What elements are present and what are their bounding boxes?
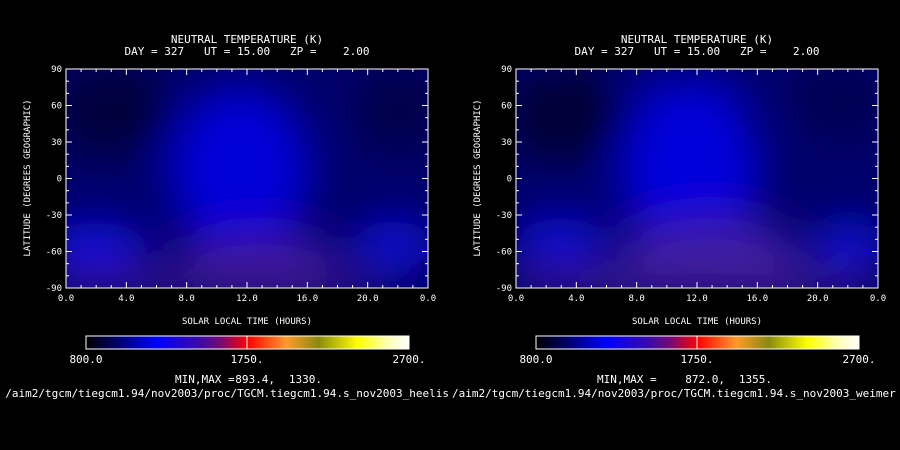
heatmap-field bbox=[66, 69, 428, 288]
x-tick-label: 0.0 bbox=[508, 294, 524, 304]
chart-subtitle: DAY = 327 UT = 15.00 ZP = 2.00 bbox=[574, 45, 819, 58]
x-tick-label: 0.0 bbox=[870, 294, 886, 304]
file-path: /aim2/tgcm/tiegcm1.94/nov2003/proc/TGCM.… bbox=[5, 387, 449, 400]
max-value: 1330. bbox=[289, 373, 322, 386]
colorbar-min-label: 800.0 bbox=[69, 353, 102, 366]
y-axis-label: LATITUDE (DEGREES GEOGRAPHIC) bbox=[23, 99, 33, 256]
y-tick-label: 90 bbox=[51, 65, 62, 75]
max-value: 1355. bbox=[739, 373, 772, 386]
x-ticks: 0.0 4.0 8.0 12.0 16.0 20.0 0.0 bbox=[58, 69, 436, 304]
y-tick-label: 60 bbox=[501, 102, 512, 112]
y-tick-label: -60 bbox=[46, 248, 62, 258]
y-tick-label: -90 bbox=[496, 284, 512, 294]
panel-right: NEUTRAL TEMPERATURE (K) DAY = 327 UT = 1… bbox=[452, 33, 896, 400]
colorbar-max-label: 2700. bbox=[392, 353, 425, 366]
x-tick-label: 16.0 bbox=[296, 294, 318, 304]
y-tick-label: 30 bbox=[501, 138, 512, 148]
heatmap-field bbox=[516, 69, 878, 288]
x-tick-label: 4.0 bbox=[118, 294, 134, 304]
panel-left: NEUTRAL TEMPERATURE (K) DAY = 327 UT = 1… bbox=[5, 33, 449, 400]
chart-subtitle: DAY = 327 UT = 15.00 ZP = 2.00 bbox=[124, 45, 369, 58]
colorbar-min-label: 800.0 bbox=[519, 353, 552, 366]
x-tick-label: 12.0 bbox=[686, 294, 708, 304]
x-tick-label: 20.0 bbox=[357, 294, 379, 304]
colorbar-mid-label: 1750. bbox=[230, 353, 263, 366]
x-tick-label: 4.0 bbox=[568, 294, 584, 304]
y-tick-label: 60 bbox=[51, 102, 62, 112]
y-ticks: -90 -60 -30 0 30 60 90 bbox=[46, 65, 428, 294]
colorbar-mid-label: 1750. bbox=[680, 353, 713, 366]
y-tick-label: 0 bbox=[507, 175, 512, 185]
x-axis-label: SOLAR LOCAL TIME (HOURS) bbox=[632, 317, 762, 327]
y-tick-label: -30 bbox=[46, 211, 62, 221]
y-ticks: -90 -60 -30 0 30 60 90 bbox=[496, 65, 878, 294]
y-tick-label: 90 bbox=[501, 65, 512, 75]
x-ticks: 0.0 4.0 8.0 12.0 16.0 20.0 0.0 bbox=[508, 69, 886, 304]
chart-title: NEUTRAL TEMPERATURE (K) bbox=[171, 33, 323, 46]
y-axis-label: LATITUDE (DEGREES GEOGRAPHIC) bbox=[473, 99, 483, 256]
y-tick-label: -30 bbox=[496, 211, 512, 221]
min-value: 893.4, bbox=[235, 373, 275, 386]
chart-title: NEUTRAL TEMPERATURE (K) bbox=[621, 33, 773, 46]
min-value: 872.0, bbox=[685, 373, 725, 386]
x-tick-label: 0.0 bbox=[58, 294, 74, 304]
file-path: /aim2/tgcm/tiegcm1.94/nov2003/proc/TGCM.… bbox=[452, 387, 896, 400]
min-max-label: MIN,MAX = bbox=[175, 373, 235, 386]
x-tick-label: 16.0 bbox=[746, 294, 768, 304]
y-tick-label: 0 bbox=[57, 175, 62, 185]
x-tick-label: 20.0 bbox=[807, 294, 829, 304]
x-tick-label: 8.0 bbox=[179, 294, 195, 304]
min-max-label: MIN,MAX = bbox=[597, 373, 657, 386]
y-tick-label: 30 bbox=[51, 138, 62, 148]
x-axis-label: SOLAR LOCAL TIME (HOURS) bbox=[182, 317, 312, 327]
y-tick-label: -90 bbox=[46, 284, 62, 294]
x-tick-label: 0.0 bbox=[420, 294, 436, 304]
colorbar-max-label: 2700. bbox=[842, 353, 875, 366]
x-tick-label: 8.0 bbox=[629, 294, 645, 304]
x-tick-label: 12.0 bbox=[236, 294, 258, 304]
y-tick-label: -60 bbox=[496, 248, 512, 258]
